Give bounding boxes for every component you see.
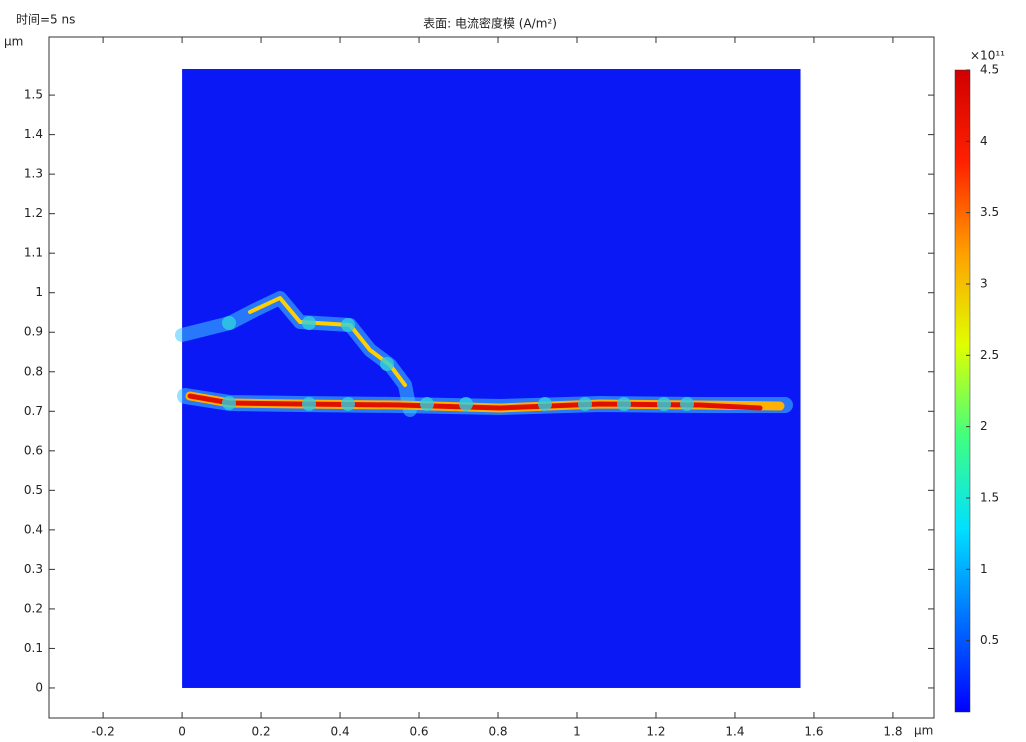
chart-title: 表面: 电流密度模 (A/m²) (423, 16, 557, 31)
colorbar (954, 69, 971, 713)
node (617, 397, 631, 411)
node (420, 397, 434, 411)
x-tick-label: 1.8 (883, 725, 902, 739)
node (680, 397, 694, 411)
node (222, 396, 236, 410)
y-tick-label: 1.4 (24, 127, 43, 141)
y-tick-label: 0.1 (24, 641, 43, 655)
y-tick-label: 0.3 (24, 562, 43, 576)
y-tick-label: 0 (35, 680, 43, 694)
node (578, 397, 592, 411)
node (302, 397, 316, 411)
x-tick-label: 0.4 (331, 725, 350, 739)
x-unit: μm (914, 724, 933, 738)
y-tick-label: 1.3 (24, 167, 43, 181)
colorbar-tick-label: 1.5 (980, 491, 999, 505)
colorbar-tick-label: 3.5 (980, 205, 999, 219)
y-tick-label: 0.2 (24, 601, 43, 615)
domain-surface (182, 69, 801, 688)
x-tick-label: 0 (178, 725, 186, 739)
x-tick-label: 0.2 (252, 725, 271, 739)
y-unit: μm (4, 35, 23, 49)
x-tick-label: 0.8 (488, 725, 507, 739)
y-tick-label: 0.7 (24, 404, 43, 418)
y-tick-label: 0.6 (24, 443, 43, 457)
y-tick-label: 1 (35, 285, 43, 299)
node (341, 397, 355, 411)
colorbar-tick-label: 4.5 (980, 63, 999, 77)
x-tick-label: 1.4 (725, 725, 744, 739)
y-tick-label: 0.9 (24, 325, 43, 339)
y-tick-label: 0.4 (24, 522, 43, 536)
y-tick-label: 1.5 (24, 88, 43, 102)
node (657, 397, 671, 411)
x-tick-label: 0.6 (409, 725, 428, 739)
x-tick-label: 1.6 (804, 725, 823, 739)
node (222, 316, 236, 330)
current-paths (175, 291, 793, 417)
x-tick-label: 1 (573, 725, 581, 739)
colorbar-multiplier: ×10¹¹ (970, 49, 1005, 63)
node (302, 316, 316, 330)
node (380, 357, 394, 371)
y-tick-label: 0.8 (24, 364, 43, 378)
x-tick-label: -0.2 (91, 725, 114, 739)
colorbar-tick-label: 2 (980, 419, 988, 433)
plot-frame (48, 36, 935, 719)
y-tick-label: 0.5 (24, 483, 43, 497)
node (341, 318, 355, 332)
colorbar-tick-label: 4 (980, 134, 988, 148)
colorbar-tick-label: 2.5 (980, 348, 999, 362)
time-label: 时间=5 ns (16, 13, 75, 27)
node (459, 397, 473, 411)
x-tick-label: 1.2 (646, 725, 665, 739)
colorbar-tick-label: 1 (980, 562, 988, 576)
y-tick-label: 1.1 (24, 246, 43, 260)
y-tick-label: 1.2 (24, 206, 43, 220)
domain-layer (182, 69, 801, 688)
colorbar-tick-label: 3 (980, 277, 988, 291)
colorbar-tick-label: 0.5 (980, 633, 999, 647)
node (538, 397, 552, 411)
